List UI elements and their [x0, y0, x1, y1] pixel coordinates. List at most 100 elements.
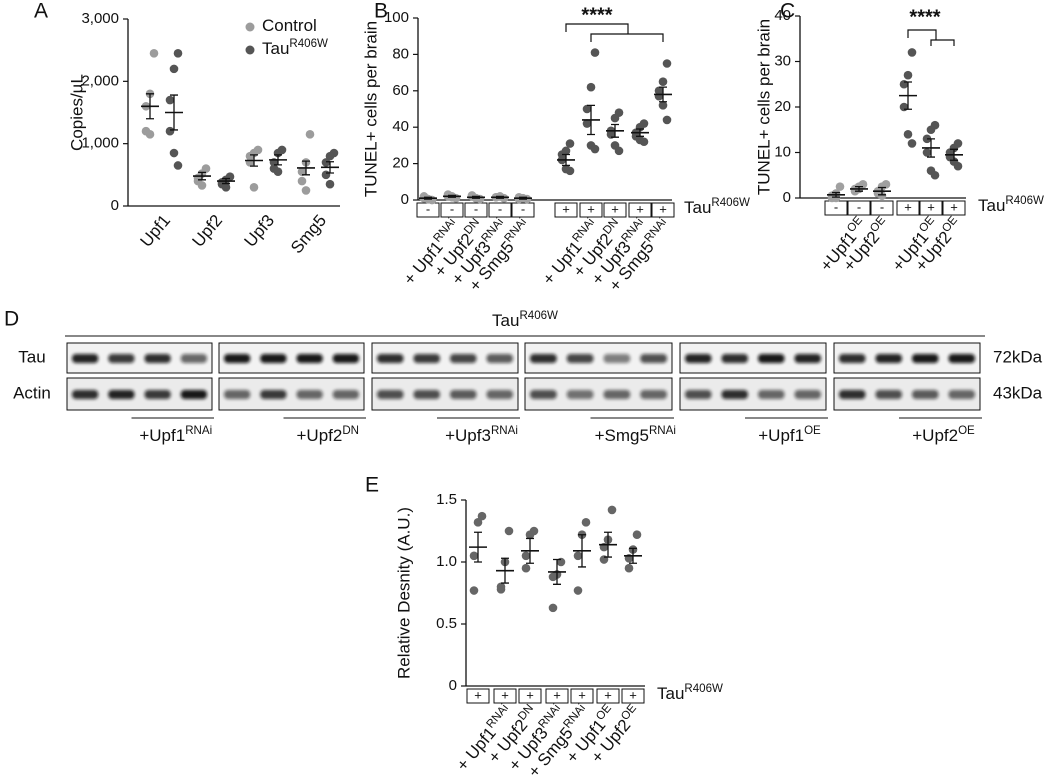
- data-point: [581, 518, 591, 527]
- data-point: [504, 526, 514, 536]
- genotype-box: [628, 202, 652, 218]
- x-tick-label-main: Upf1: [137, 211, 175, 251]
- blot-group-label-main: +Upf2: [912, 426, 958, 445]
- genotype-box: [464, 202, 488, 218]
- blot-size-label: 43kDa: [993, 383, 1043, 402]
- data-point: [325, 179, 335, 189]
- blot-title: TauR406W: [492, 310, 558, 330]
- data-point: [565, 139, 575, 148]
- blot-band: [144, 354, 171, 363]
- y-axis-label: Relative Desnity (A.U.): [394, 507, 413, 679]
- genotype-box: [440, 202, 464, 218]
- blot-band: [685, 390, 712, 399]
- genotype-box: [466, 688, 490, 704]
- blot-band: [839, 354, 866, 363]
- genotype-sign: +: [474, 687, 482, 702]
- blot-band: [566, 354, 594, 363]
- genotype-sign: +: [927, 199, 935, 214]
- data-point: [469, 551, 479, 561]
- x-tick-label-sup: RNAi: [503, 216, 530, 244]
- data-point: [197, 181, 207, 190]
- data-point: [525, 530, 535, 540]
- data-point: [301, 186, 311, 195]
- y-tick-label: 1.0: [436, 553, 457, 570]
- x-tick-label-sup: RNAi: [643, 216, 670, 244]
- y-tick-label: 0: [783, 189, 791, 206]
- data-point: [899, 102, 909, 112]
- blot-group-label-sup: RNAi: [649, 425, 676, 437]
- data-point: [907, 139, 917, 148]
- genotype-box: [518, 688, 542, 704]
- y-tick-label: 20: [774, 98, 791, 115]
- blot-band: [224, 354, 251, 363]
- blot-band: [450, 354, 477, 363]
- genotype-sign: +: [562, 201, 570, 216]
- genotype-box: [570, 688, 594, 704]
- x-tick-label: Smg5: [287, 211, 330, 257]
- data-point: [165, 126, 175, 136]
- data-point: [877, 191, 887, 201]
- genotype-sign: +: [629, 687, 637, 702]
- blot-band: [721, 390, 748, 399]
- y-tick-label: 1.5: [436, 491, 457, 508]
- blot-row-label: Actin: [13, 383, 51, 402]
- x-tick-label-main: Upf2: [189, 211, 227, 251]
- blot-band: [603, 354, 631, 363]
- y-tick-label: 60: [392, 82, 409, 99]
- genotype-label: TauR406W: [657, 683, 723, 703]
- blot-group-label-sup: DN: [342, 425, 359, 437]
- data-point: [899, 79, 909, 89]
- data-point: [614, 146, 624, 156]
- panel-label: E: [365, 474, 379, 497]
- blot-group-label-sup: RNAi: [491, 425, 518, 437]
- legend-marker: [245, 22, 255, 32]
- data-point: [221, 183, 231, 192]
- significance: ****: [909, 6, 940, 28]
- blot-band: [413, 354, 440, 363]
- y-tick-label: 40: [774, 7, 791, 24]
- data-point: [325, 151, 335, 161]
- y-axis-label: TUNEL+ cells per brain: [754, 19, 773, 195]
- blot-band: [108, 354, 135, 363]
- genotype-box: [596, 688, 620, 704]
- blot-band: [377, 354, 404, 363]
- genotype-sign: +: [501, 687, 509, 702]
- data-point: [245, 158, 255, 167]
- data-point: [305, 130, 315, 139]
- data-point: [831, 193, 841, 203]
- blot-band: [72, 354, 99, 363]
- genotype-box: [554, 202, 578, 218]
- legend-label-sup: R406W: [289, 38, 328, 50]
- panel-label: A: [34, 0, 48, 23]
- y-axis-label: Copies/µL: [67, 74, 86, 151]
- data-point: [273, 167, 283, 177]
- data-point: [835, 182, 845, 191]
- data-point: [245, 151, 255, 161]
- data-point: [297, 176, 307, 186]
- data-point: [662, 115, 672, 125]
- y-tick-label: 1,000: [81, 135, 119, 152]
- blot-group-label-sup: OE: [958, 425, 975, 437]
- blot-band: [912, 390, 939, 399]
- genotype-box: [847, 200, 871, 216]
- y-tick-label: 10: [774, 143, 791, 160]
- blot-band: [413, 390, 440, 399]
- genotype-sign: -: [880, 199, 884, 214]
- blot-band: [260, 354, 287, 363]
- genotype-box: [942, 200, 966, 216]
- blot-band: [948, 390, 975, 399]
- data-point: [521, 551, 531, 561]
- data-point: [548, 603, 558, 613]
- significance: ****: [581, 4, 612, 26]
- blot-band: [875, 390, 902, 399]
- data-point: [922, 148, 932, 157]
- data-point: [249, 183, 259, 192]
- data-point: [473, 518, 483, 527]
- data-point: [565, 166, 575, 176]
- data-point: [624, 563, 634, 573]
- y-tick-label: 40: [392, 118, 409, 135]
- significance-bracket: [565, 23, 664, 42]
- x-tick-label: Upf3: [241, 211, 279, 251]
- data-point: [586, 82, 596, 92]
